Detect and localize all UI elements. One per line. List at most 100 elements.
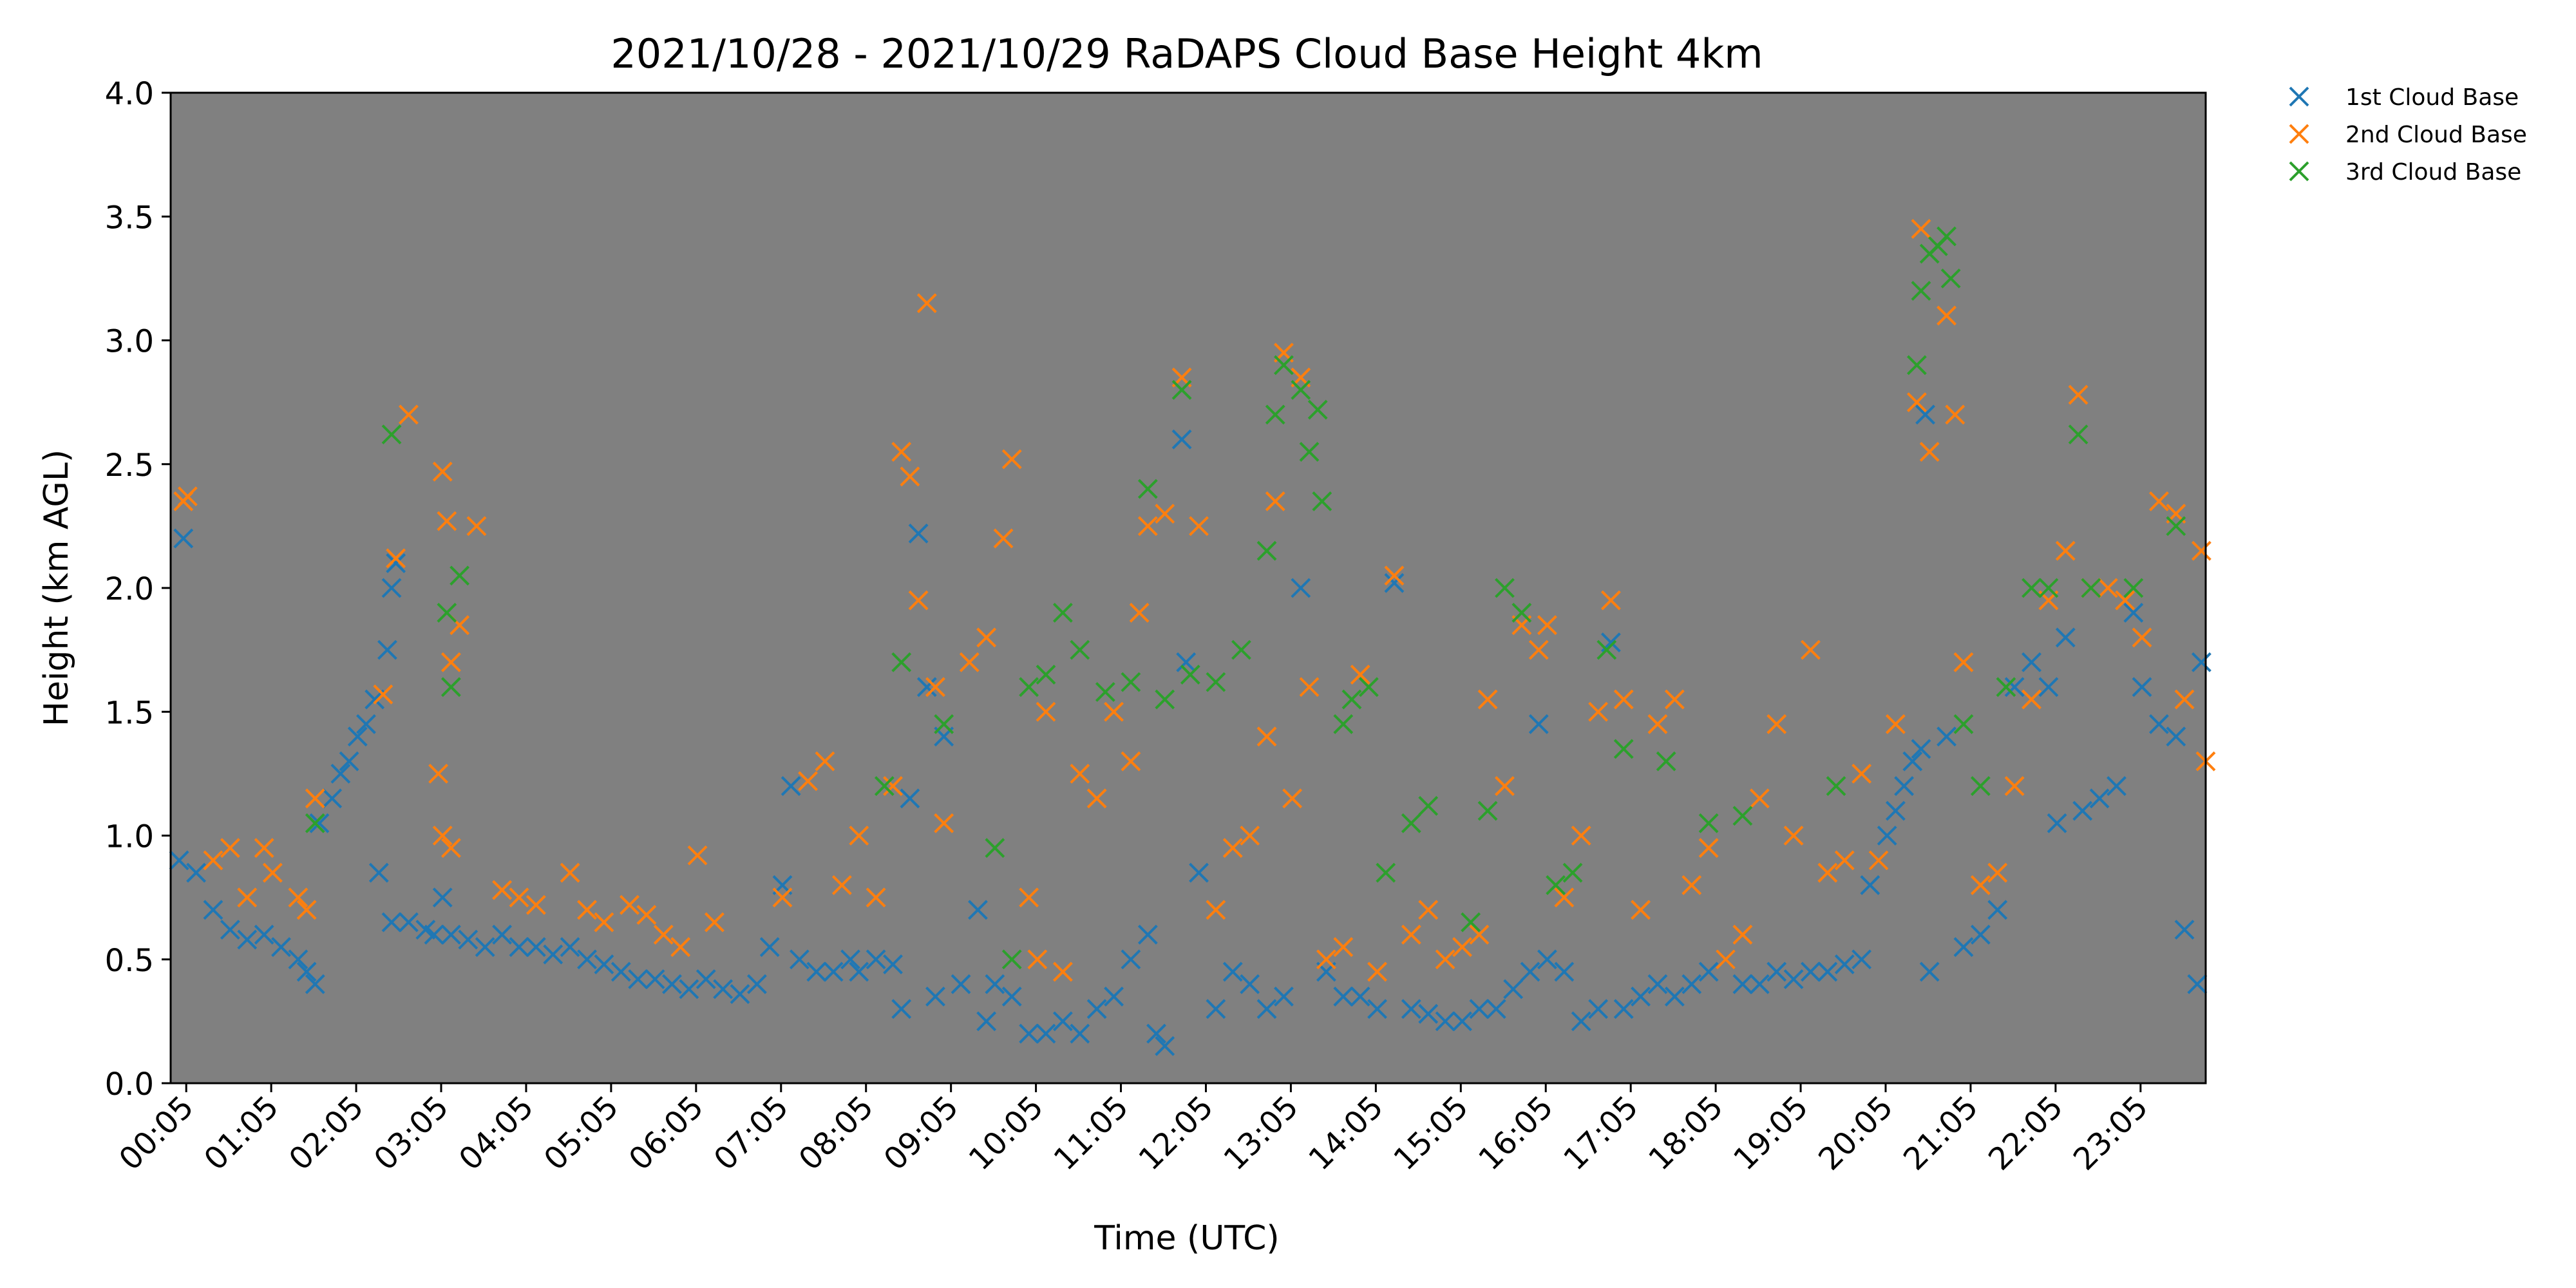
data-point bbox=[1341, 689, 1362, 710]
data-point bbox=[908, 590, 929, 611]
data-point bbox=[1953, 714, 1974, 734]
data-point bbox=[916, 293, 937, 314]
data-point bbox=[1052, 603, 1073, 623]
data-point bbox=[2004, 677, 2025, 697]
data-point bbox=[432, 461, 453, 482]
data-point bbox=[1376, 862, 1396, 883]
data-point bbox=[271, 937, 291, 957]
data-point bbox=[1036, 1023, 1056, 1044]
data-point bbox=[1915, 404, 1936, 425]
data-point bbox=[934, 813, 954, 833]
data-point bbox=[432, 887, 453, 908]
data-point bbox=[1852, 763, 1872, 784]
data-point bbox=[1256, 999, 1277, 1019]
data-point bbox=[1486, 999, 1506, 1019]
data-point bbox=[1783, 826, 1804, 846]
data-point bbox=[831, 875, 852, 895]
data-point bbox=[670, 937, 691, 957]
data-point bbox=[1418, 1003, 1439, 1024]
data-point bbox=[772, 887, 793, 908]
data-point bbox=[1698, 961, 1719, 982]
data-point bbox=[203, 900, 223, 920]
plot-area bbox=[171, 93, 2206, 1083]
data-point bbox=[1647, 714, 1668, 734]
data-point bbox=[1189, 516, 1209, 536]
data-point bbox=[1937, 726, 1956, 747]
data-point bbox=[1265, 404, 1285, 425]
data-point bbox=[883, 776, 903, 797]
data-point bbox=[696, 969, 716, 989]
data-point bbox=[662, 974, 682, 994]
data-point bbox=[1953, 652, 1974, 672]
data-point bbox=[1911, 281, 1931, 301]
data-point bbox=[1596, 639, 1617, 660]
data-point bbox=[1367, 999, 1387, 1019]
data-point bbox=[705, 912, 724, 933]
data-point bbox=[985, 974, 1005, 994]
data-point bbox=[1435, 949, 1455, 970]
data-point bbox=[577, 949, 597, 970]
data-point bbox=[1137, 924, 1158, 945]
data-point bbox=[1222, 838, 1243, 858]
legend-label: 3rd Cloud Base bbox=[2345, 159, 2521, 185]
data-point bbox=[2166, 726, 2186, 747]
data-point bbox=[1240, 974, 1260, 994]
data-point bbox=[1086, 999, 1107, 1019]
data-point bbox=[645, 969, 665, 989]
data-point bbox=[2191, 652, 2211, 672]
data-point bbox=[1299, 677, 1320, 697]
data-point bbox=[305, 974, 325, 994]
data-point bbox=[373, 684, 393, 705]
data-point bbox=[1129, 603, 1150, 623]
data-point bbox=[1401, 813, 1421, 833]
data-point bbox=[399, 912, 419, 933]
data-point bbox=[883, 954, 903, 974]
data-point bbox=[377, 639, 397, 660]
data-point bbox=[874, 776, 895, 797]
x-axis-label: Time (UTC) bbox=[1094, 1219, 1279, 1258]
data-point bbox=[806, 961, 827, 982]
data-point bbox=[1206, 999, 1226, 1019]
data-point bbox=[2107, 776, 2126, 797]
y-tick-label: 0.0 bbox=[105, 1066, 154, 1103]
data-point bbox=[1461, 912, 1481, 933]
data-point bbox=[288, 949, 308, 970]
data-point bbox=[2132, 627, 2152, 648]
data-point bbox=[1104, 987, 1124, 1007]
data-point bbox=[1852, 949, 1872, 970]
data-point bbox=[1664, 987, 1685, 1007]
data-point bbox=[2004, 776, 2025, 797]
data-point bbox=[1554, 887, 1575, 908]
data-point bbox=[1019, 887, 1039, 908]
data-point bbox=[2149, 714, 2169, 734]
data-point bbox=[1906, 392, 1927, 413]
data-point bbox=[1945, 404, 1965, 425]
data-point bbox=[2055, 540, 2076, 561]
data-point bbox=[2022, 652, 2041, 672]
data-point bbox=[1350, 987, 1370, 1007]
data-point bbox=[1256, 540, 1277, 561]
data-point bbox=[177, 486, 198, 507]
data-point bbox=[2149, 491, 2169, 511]
data-point bbox=[437, 603, 457, 623]
data-point bbox=[1817, 961, 1838, 982]
data-point bbox=[1749, 788, 1770, 809]
data-point bbox=[2132, 677, 2152, 697]
data-point bbox=[1452, 1011, 1472, 1032]
data-point bbox=[1495, 578, 1515, 598]
data-point bbox=[492, 924, 512, 945]
data-point bbox=[1367, 961, 1387, 982]
data-point bbox=[925, 677, 945, 697]
data-point bbox=[1052, 1011, 1073, 1032]
data-point bbox=[1885, 800, 1906, 821]
data-point bbox=[330, 763, 351, 784]
data-point bbox=[1600, 590, 1621, 611]
data-point bbox=[908, 523, 929, 544]
data-point bbox=[1801, 639, 1821, 660]
data-point bbox=[1333, 937, 1354, 957]
data-point bbox=[1316, 949, 1336, 970]
data-point bbox=[789, 949, 810, 970]
data-point bbox=[2089, 788, 2110, 809]
data-point bbox=[1333, 987, 1354, 1007]
data-point bbox=[2115, 590, 2136, 611]
